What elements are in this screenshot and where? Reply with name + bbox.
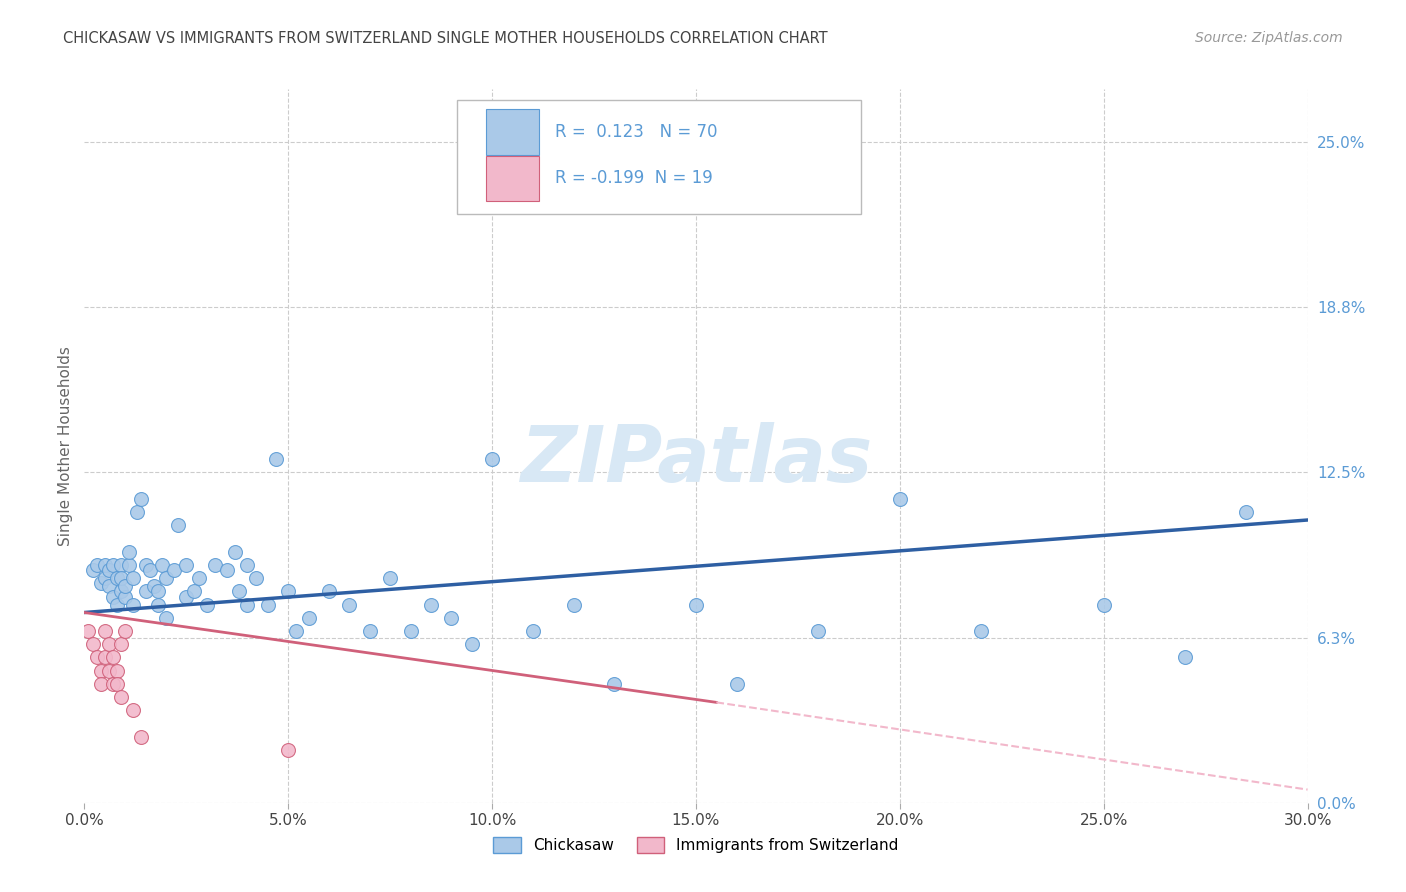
Point <box>481 452 503 467</box>
Point <box>114 579 136 593</box>
Point <box>122 598 145 612</box>
Point <box>105 664 128 678</box>
Text: R =  0.123   N = 70: R = 0.123 N = 70 <box>555 123 718 141</box>
Point <box>110 584 132 599</box>
Point <box>114 624 136 638</box>
Point <box>224 545 246 559</box>
Point <box>685 598 707 612</box>
Point <box>277 743 299 757</box>
Point <box>118 545 141 559</box>
Point <box>97 664 120 678</box>
Point <box>236 558 259 572</box>
Point <box>110 571 132 585</box>
FancyBboxPatch shape <box>485 155 540 202</box>
Point <box>399 624 422 638</box>
Point <box>150 558 173 572</box>
Point <box>204 558 226 572</box>
Text: Source: ZipAtlas.com: Source: ZipAtlas.com <box>1195 31 1343 45</box>
Point <box>82 563 104 577</box>
Point <box>195 598 218 612</box>
Point <box>142 579 165 593</box>
Point <box>264 452 287 467</box>
Point <box>135 584 157 599</box>
Point <box>603 677 626 691</box>
Point <box>339 598 361 612</box>
Point <box>155 611 177 625</box>
Point <box>90 664 112 678</box>
Point <box>245 571 267 585</box>
FancyBboxPatch shape <box>485 109 540 155</box>
Point <box>127 505 149 519</box>
Point <box>725 677 748 691</box>
Point <box>970 624 993 638</box>
Point <box>122 571 145 585</box>
Point <box>236 598 259 612</box>
Point <box>97 637 120 651</box>
Point <box>131 491 153 506</box>
Point <box>1092 598 1115 612</box>
FancyBboxPatch shape <box>457 100 860 214</box>
Point <box>228 584 250 599</box>
Point <box>174 558 197 572</box>
Point <box>277 584 299 599</box>
Point <box>118 558 141 572</box>
Point <box>114 590 136 604</box>
Point <box>110 558 132 572</box>
Point <box>86 650 108 665</box>
Point <box>359 624 381 638</box>
Point <box>101 558 124 572</box>
Point <box>93 558 115 572</box>
Point <box>257 598 280 612</box>
Point <box>90 677 112 691</box>
Point <box>440 611 463 625</box>
Point <box>110 637 132 651</box>
Point <box>93 624 115 638</box>
Point <box>97 563 120 577</box>
Point <box>285 624 308 638</box>
Point <box>105 571 128 585</box>
Point <box>167 518 190 533</box>
Point <box>86 558 108 572</box>
Text: R = -0.199  N = 19: R = -0.199 N = 19 <box>555 169 713 187</box>
Point <box>138 563 160 577</box>
Point <box>90 576 112 591</box>
Point <box>82 637 104 651</box>
Point <box>93 571 115 585</box>
Point <box>101 677 124 691</box>
Point <box>131 730 153 744</box>
Point <box>187 571 209 585</box>
Point <box>110 690 132 704</box>
Point <box>146 584 169 599</box>
Point <box>1236 505 1258 519</box>
Text: ZIPatlas: ZIPatlas <box>520 422 872 499</box>
Point <box>461 637 484 651</box>
Point <box>135 558 157 572</box>
Point <box>97 579 120 593</box>
Point <box>77 624 100 638</box>
Point <box>217 563 239 577</box>
Point <box>174 590 197 604</box>
Point <box>105 677 128 691</box>
Point <box>183 584 205 599</box>
Text: CHICKASAW VS IMMIGRANTS FROM SWITZERLAND SINGLE MOTHER HOUSEHOLDS CORRELATION CH: CHICKASAW VS IMMIGRANTS FROM SWITZERLAND… <box>63 31 828 46</box>
Point <box>105 598 128 612</box>
Point <box>420 598 443 612</box>
Legend: Chickasaw, Immigrants from Switzerland: Chickasaw, Immigrants from Switzerland <box>486 831 905 859</box>
Point <box>807 624 830 638</box>
Y-axis label: Single Mother Households: Single Mother Households <box>58 346 73 546</box>
Point <box>101 650 124 665</box>
Point <box>146 598 169 612</box>
Point <box>163 563 186 577</box>
Point <box>93 650 115 665</box>
Point <box>298 611 321 625</box>
Point <box>380 571 402 585</box>
Point <box>562 598 585 612</box>
Point <box>122 703 145 717</box>
Point <box>155 571 177 585</box>
Point <box>1174 650 1197 665</box>
Point <box>522 624 544 638</box>
Point <box>318 584 340 599</box>
Point <box>889 491 911 506</box>
Point <box>101 590 124 604</box>
